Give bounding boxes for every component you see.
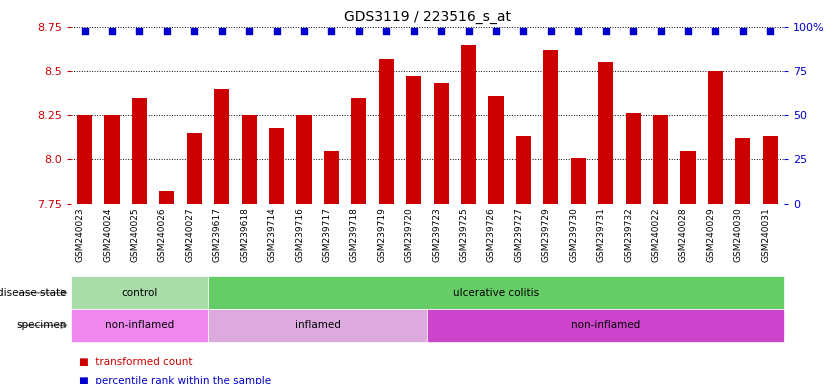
Point xyxy=(544,28,557,35)
Bar xyxy=(242,115,257,204)
Bar xyxy=(489,96,504,204)
Bar xyxy=(77,115,92,204)
Bar xyxy=(208,309,427,342)
Point xyxy=(324,28,338,35)
Text: GSM240030: GSM240030 xyxy=(734,207,743,262)
Bar xyxy=(208,276,784,309)
Text: GSM239716: GSM239716 xyxy=(295,207,304,262)
Text: GSM239714: GSM239714 xyxy=(268,207,277,262)
Text: GSM239727: GSM239727 xyxy=(515,207,524,262)
Bar xyxy=(71,276,208,309)
Title: GDS3119 / 223516_s_at: GDS3119 / 223516_s_at xyxy=(344,10,511,25)
Point xyxy=(736,28,750,35)
Bar xyxy=(570,157,585,204)
Bar xyxy=(427,309,784,342)
Bar xyxy=(351,98,366,204)
Point xyxy=(599,28,612,35)
Bar xyxy=(132,98,147,204)
Text: GSM240026: GSM240026 xyxy=(158,207,167,262)
Text: non-inflamed: non-inflamed xyxy=(571,320,641,331)
Text: GSM240022: GSM240022 xyxy=(651,207,661,262)
Text: GSM239719: GSM239719 xyxy=(377,207,386,262)
Text: ulcerative colitis: ulcerative colitis xyxy=(453,288,539,298)
Bar xyxy=(763,136,778,204)
Text: GSM240029: GSM240029 xyxy=(706,207,716,262)
Point xyxy=(215,28,229,35)
Point xyxy=(654,28,667,35)
Bar xyxy=(71,309,208,342)
Text: GSM239729: GSM239729 xyxy=(542,207,550,262)
Text: GSM239717: GSM239717 xyxy=(323,207,331,262)
Point xyxy=(160,28,173,35)
Point xyxy=(626,28,640,35)
Bar xyxy=(406,76,421,204)
Text: GSM239725: GSM239725 xyxy=(460,207,469,262)
Text: GSM240024: GSM240024 xyxy=(103,207,112,262)
Text: GSM239617: GSM239617 xyxy=(213,207,222,262)
Text: GSM240027: GSM240027 xyxy=(185,207,194,262)
Bar xyxy=(379,59,394,204)
Text: GSM240028: GSM240028 xyxy=(679,207,688,262)
Text: non-inflamed: non-inflamed xyxy=(105,320,174,331)
Bar xyxy=(187,133,202,204)
Bar xyxy=(681,151,696,204)
Point xyxy=(133,28,146,35)
Text: GSM240031: GSM240031 xyxy=(761,207,771,262)
Text: GSM240023: GSM240023 xyxy=(76,207,84,262)
Text: GSM239720: GSM239720 xyxy=(404,207,414,262)
Point xyxy=(379,28,393,35)
Point xyxy=(243,28,256,35)
Bar xyxy=(159,191,174,204)
Text: GSM239730: GSM239730 xyxy=(570,207,578,262)
Bar xyxy=(269,127,284,204)
Bar xyxy=(598,62,613,204)
Bar xyxy=(708,71,723,204)
Text: GSM239723: GSM239723 xyxy=(432,207,441,262)
Bar xyxy=(324,151,339,204)
Point xyxy=(571,28,585,35)
Point xyxy=(188,28,201,35)
Point xyxy=(764,28,777,35)
Point xyxy=(78,28,91,35)
Point xyxy=(517,28,530,35)
Text: GSM239718: GSM239718 xyxy=(349,207,359,262)
Text: GSM239618: GSM239618 xyxy=(240,207,249,262)
Text: control: control xyxy=(121,288,158,298)
Point xyxy=(352,28,365,35)
Point xyxy=(435,28,448,35)
Point xyxy=(681,28,695,35)
Bar xyxy=(736,138,751,204)
Text: GSM239731: GSM239731 xyxy=(596,207,605,262)
Text: GSM239726: GSM239726 xyxy=(487,207,496,262)
Bar xyxy=(214,89,229,204)
Bar xyxy=(653,115,668,204)
Text: GSM240025: GSM240025 xyxy=(130,207,139,262)
Text: GSM239732: GSM239732 xyxy=(624,207,633,262)
Bar xyxy=(461,45,476,204)
Point xyxy=(105,28,118,35)
Point xyxy=(270,28,284,35)
Point xyxy=(298,28,311,35)
Point xyxy=(407,28,420,35)
Bar xyxy=(516,136,531,204)
Text: ■  percentile rank within the sample: ■ percentile rank within the sample xyxy=(79,376,271,384)
Point xyxy=(462,28,475,35)
Text: disease state: disease state xyxy=(0,288,67,298)
Bar xyxy=(626,113,641,204)
Point xyxy=(709,28,722,35)
Text: specimen: specimen xyxy=(17,320,67,331)
Bar xyxy=(104,115,119,204)
Bar xyxy=(434,83,449,204)
Text: inflamed: inflamed xyxy=(294,320,340,331)
Bar xyxy=(543,50,559,204)
Point xyxy=(490,28,503,35)
Text: ■  transformed count: ■ transformed count xyxy=(79,357,193,367)
Bar xyxy=(296,115,312,204)
